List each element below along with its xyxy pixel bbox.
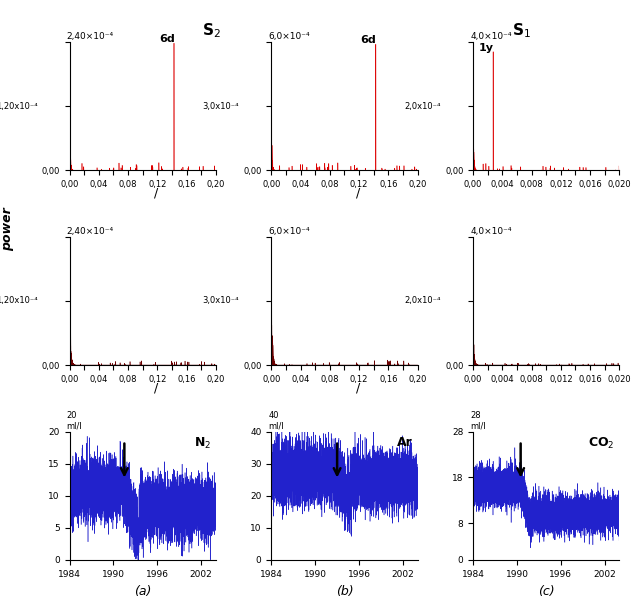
Text: /: / (154, 187, 159, 200)
Text: 6d: 6d (361, 35, 377, 45)
Text: 2,0x10⁻⁴: 2,0x10⁻⁴ (404, 102, 441, 111)
Text: 2,40×10⁻⁴: 2,40×10⁻⁴ (66, 226, 114, 235)
Text: 28
ml/l: 28 ml/l (470, 411, 486, 430)
Text: S$_1$: S$_1$ (512, 21, 531, 40)
Text: 20
ml/l: 20 ml/l (66, 411, 82, 430)
Text: N$_2$: N$_2$ (194, 436, 211, 451)
Text: 1,20x10⁻⁴: 1,20x10⁻⁴ (0, 297, 37, 305)
Text: 2,40×10⁻⁴: 2,40×10⁻⁴ (66, 32, 114, 41)
Text: /: / (356, 382, 360, 395)
Text: S$_2$: S$_2$ (202, 21, 221, 40)
Text: 3,0x10⁻⁴: 3,0x10⁻⁴ (202, 102, 239, 111)
Text: /: / (154, 382, 159, 395)
Text: 4,0×10⁻⁴: 4,0×10⁻⁴ (470, 226, 512, 235)
Text: (b): (b) (336, 586, 353, 598)
Text: power: power (1, 207, 14, 250)
Text: 6d: 6d (159, 34, 174, 44)
Text: 1,20x10⁻⁴: 1,20x10⁻⁴ (0, 102, 37, 111)
Text: 6,0×10⁻⁴: 6,0×10⁻⁴ (269, 226, 310, 235)
Text: CO$_2$: CO$_2$ (588, 436, 615, 451)
Text: Ar: Ar (398, 436, 413, 448)
Text: 4,0×10⁻⁴: 4,0×10⁻⁴ (470, 32, 512, 41)
Text: 3,0x10⁻⁴: 3,0x10⁻⁴ (202, 297, 239, 305)
Text: 1y: 1y (478, 43, 494, 52)
Text: /: / (356, 187, 360, 200)
Text: 2,0x10⁻⁴: 2,0x10⁻⁴ (404, 297, 441, 305)
Text: (c): (c) (538, 586, 554, 598)
Text: 40
ml/l: 40 ml/l (269, 411, 284, 430)
Text: (a): (a) (134, 586, 151, 598)
Text: 6,0×10⁻⁴: 6,0×10⁻⁴ (269, 32, 310, 41)
